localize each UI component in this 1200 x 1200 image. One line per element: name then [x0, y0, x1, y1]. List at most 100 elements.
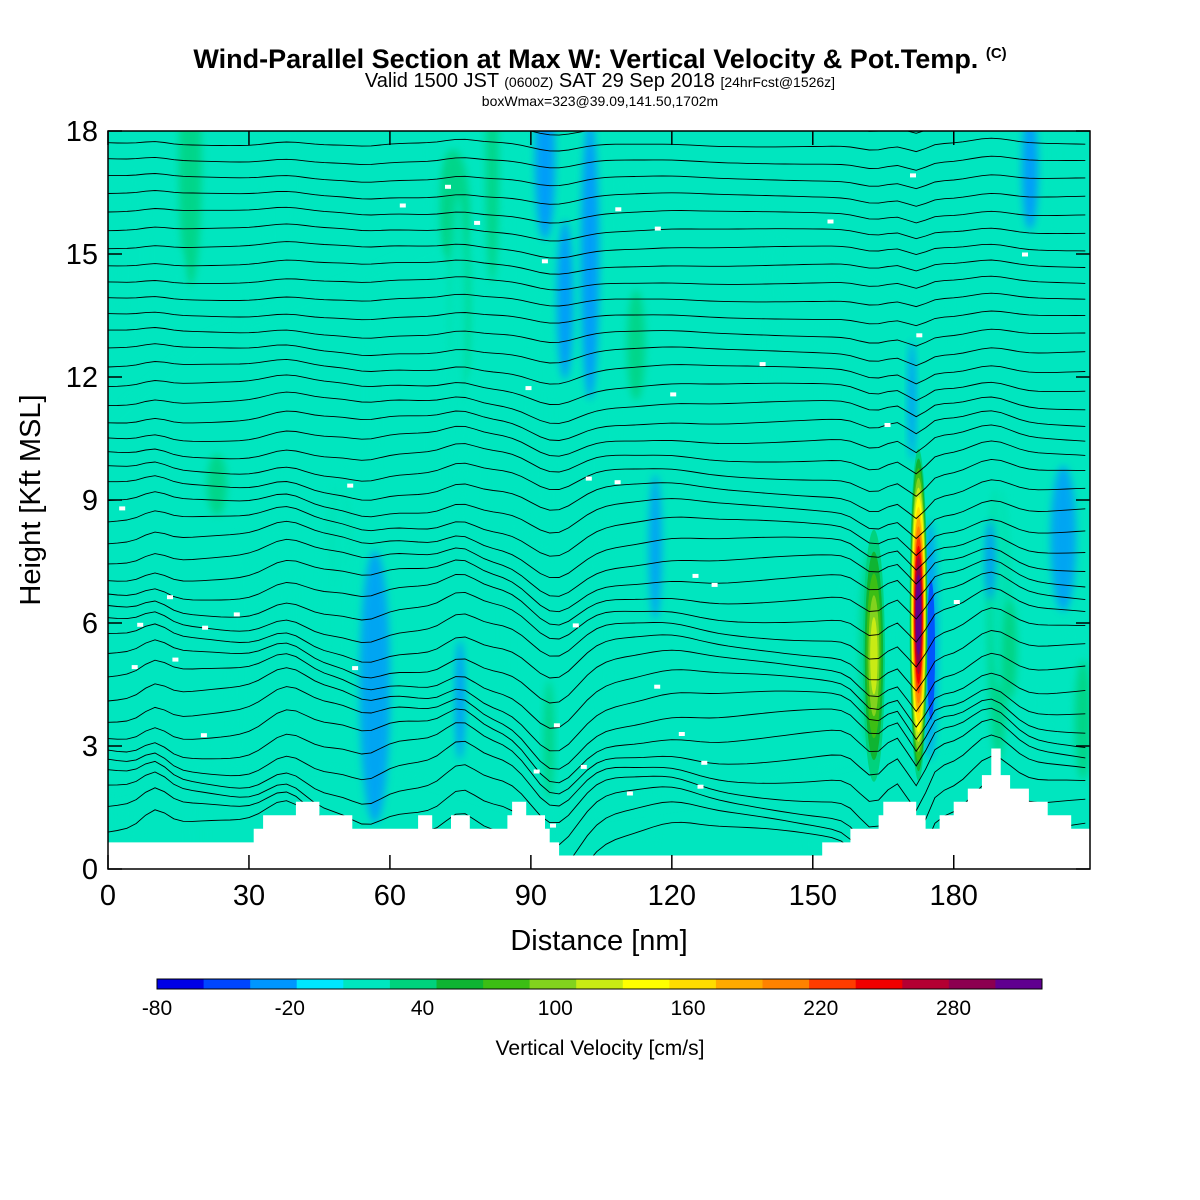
- theta-contour: [108, 173, 1086, 190]
- colorbar-swatch: [529, 979, 577, 989]
- theta-label-marker: [445, 184, 451, 189]
- theta-contour: [108, 374, 1086, 405]
- updraft-streak: [544, 680, 554, 800]
- colorbar-swatch: [157, 979, 205, 989]
- valid-prefix: Valid 1500 JST: [364, 70, 499, 92]
- theta-contour: [108, 734, 1086, 812]
- colorbar-swatch: [762, 979, 810, 989]
- chart-title: Wind-Parallel Section at Max W: Vertical…: [0, 44, 1200, 75]
- field-streak: [583, 511, 613, 773]
- colorbar-label: Vertical Velocity [cm/s]: [495, 1037, 705, 1060]
- updraft-streak: [1003, 600, 1017, 700]
- colorbar-swatch: [296, 979, 344, 989]
- theta-contour: [108, 800, 1086, 869]
- theta-contour: [108, 718, 1086, 795]
- theta-label-marker: [654, 226, 661, 231]
- theta-contour: [108, 259, 1086, 275]
- theta-label-marker: [167, 595, 173, 600]
- theta-label-marker: [533, 769, 540, 774]
- colorbar-swatch: [343, 979, 391, 989]
- valid-date: SAT 29 Sep 2018: [558, 70, 715, 92]
- valid-utc: (0600Z): [504, 74, 554, 90]
- theta-label-marker: [525, 386, 532, 391]
- colorbar: -80 -20 40 100 160 220 280: [142, 978, 1043, 1020]
- theta-label-marker: [711, 582, 718, 587]
- colorbar-tick-label: 220: [803, 997, 838, 1020]
- x-axis-label: Distance [nm]: [510, 925, 687, 957]
- y-tick-label: 0: [82, 854, 98, 886]
- theta-contour: [108, 137, 1086, 153]
- downdraft-streak: [535, 131, 555, 240]
- colorbar-swatch: [995, 979, 1043, 989]
- y-tick-label: 15: [66, 239, 98, 271]
- field-streak: [1027, 672, 1047, 752]
- x-tick-label: 120: [648, 880, 696, 912]
- theta-contour: [108, 391, 1086, 424]
- theta-label-marker: [541, 259, 548, 264]
- y-tick-label: 6: [82, 608, 98, 640]
- theta-contour: [108, 410, 1086, 441]
- y-tick-label: 18: [66, 116, 98, 148]
- theta-label-marker: [347, 483, 354, 488]
- updraft-core: [870, 617, 878, 695]
- theta-contour: [108, 667, 1086, 752]
- theta-label-marker: [692, 573, 699, 578]
- theta-label-marker: [615, 207, 622, 212]
- colorbar-swatch: [809, 979, 857, 989]
- theta-contour: [108, 190, 1086, 207]
- downdraft-streak: [557, 220, 573, 380]
- copyright-mark: (C): [985, 45, 1007, 62]
- theta-contour: [108, 707, 1086, 784]
- y-tick-label: 3: [82, 731, 98, 763]
- x-tick-label: 60: [374, 880, 406, 912]
- velocity-field: [108, 131, 1090, 869]
- field-streak: [206, 453, 227, 516]
- theta-contour: [108, 358, 1086, 385]
- valid-forecast: [24hrFcst@1526z]: [720, 74, 836, 90]
- theta-label-marker: [953, 600, 960, 604]
- theta-contour: [108, 241, 1086, 259]
- field-streak: [485, 131, 499, 283]
- theta-contour: [108, 475, 1086, 520]
- theta-contour: [108, 587, 1086, 643]
- colorbar-swatch: [389, 979, 437, 989]
- theta-contour: [108, 424, 1086, 457]
- theta-contour: [108, 292, 1086, 308]
- colorbar-tick-label: 160: [670, 997, 705, 1020]
- theta-label-marker: [200, 733, 207, 738]
- colorbar-swatch: [203, 979, 251, 989]
- theta-contour: [108, 343, 1086, 367]
- y-axis-label: Height [Kft MSL]: [15, 394, 47, 605]
- field-streak: [261, 415, 278, 564]
- colorbar-tick-label: 100: [538, 997, 573, 1020]
- colorbar-swatch: [436, 979, 484, 989]
- colorbar-tick-label: 280: [936, 997, 971, 1020]
- colorbar-tick-label: -20: [275, 997, 305, 1020]
- field-streak: [178, 131, 202, 287]
- field-streak: [627, 289, 646, 401]
- x-tick-label: 0: [100, 880, 116, 912]
- theta-label-marker: [678, 732, 685, 736]
- colorbar-swatch: [902, 979, 950, 989]
- theta-label-marker: [131, 665, 138, 670]
- theta-contour: [108, 155, 1086, 171]
- colorbar-swatch: [576, 979, 624, 989]
- colorbar-frame: [156, 978, 1043, 990]
- field-streak: [1050, 465, 1077, 612]
- theta-contour: [108, 520, 1086, 579]
- theta-label-marker: [585, 476, 592, 481]
- theta-contour: [108, 491, 1086, 540]
- theta-contour: [108, 686, 1086, 770]
- field-streak: [229, 520, 254, 793]
- field-streak: [792, 756, 818, 869]
- theta-label-marker: [759, 362, 766, 367]
- theta-contour: [108, 653, 1086, 729]
- theta-label-marker: [572, 623, 579, 628]
- theta-label-marker: [553, 723, 560, 728]
- theta-contour: [108, 310, 1086, 327]
- theta-contour: [108, 206, 1086, 224]
- theta-label-marker: [1022, 252, 1028, 257]
- theta-label-marker: [884, 423, 891, 427]
- theta-label-marker: [399, 203, 406, 208]
- field-streak: [586, 351, 618, 571]
